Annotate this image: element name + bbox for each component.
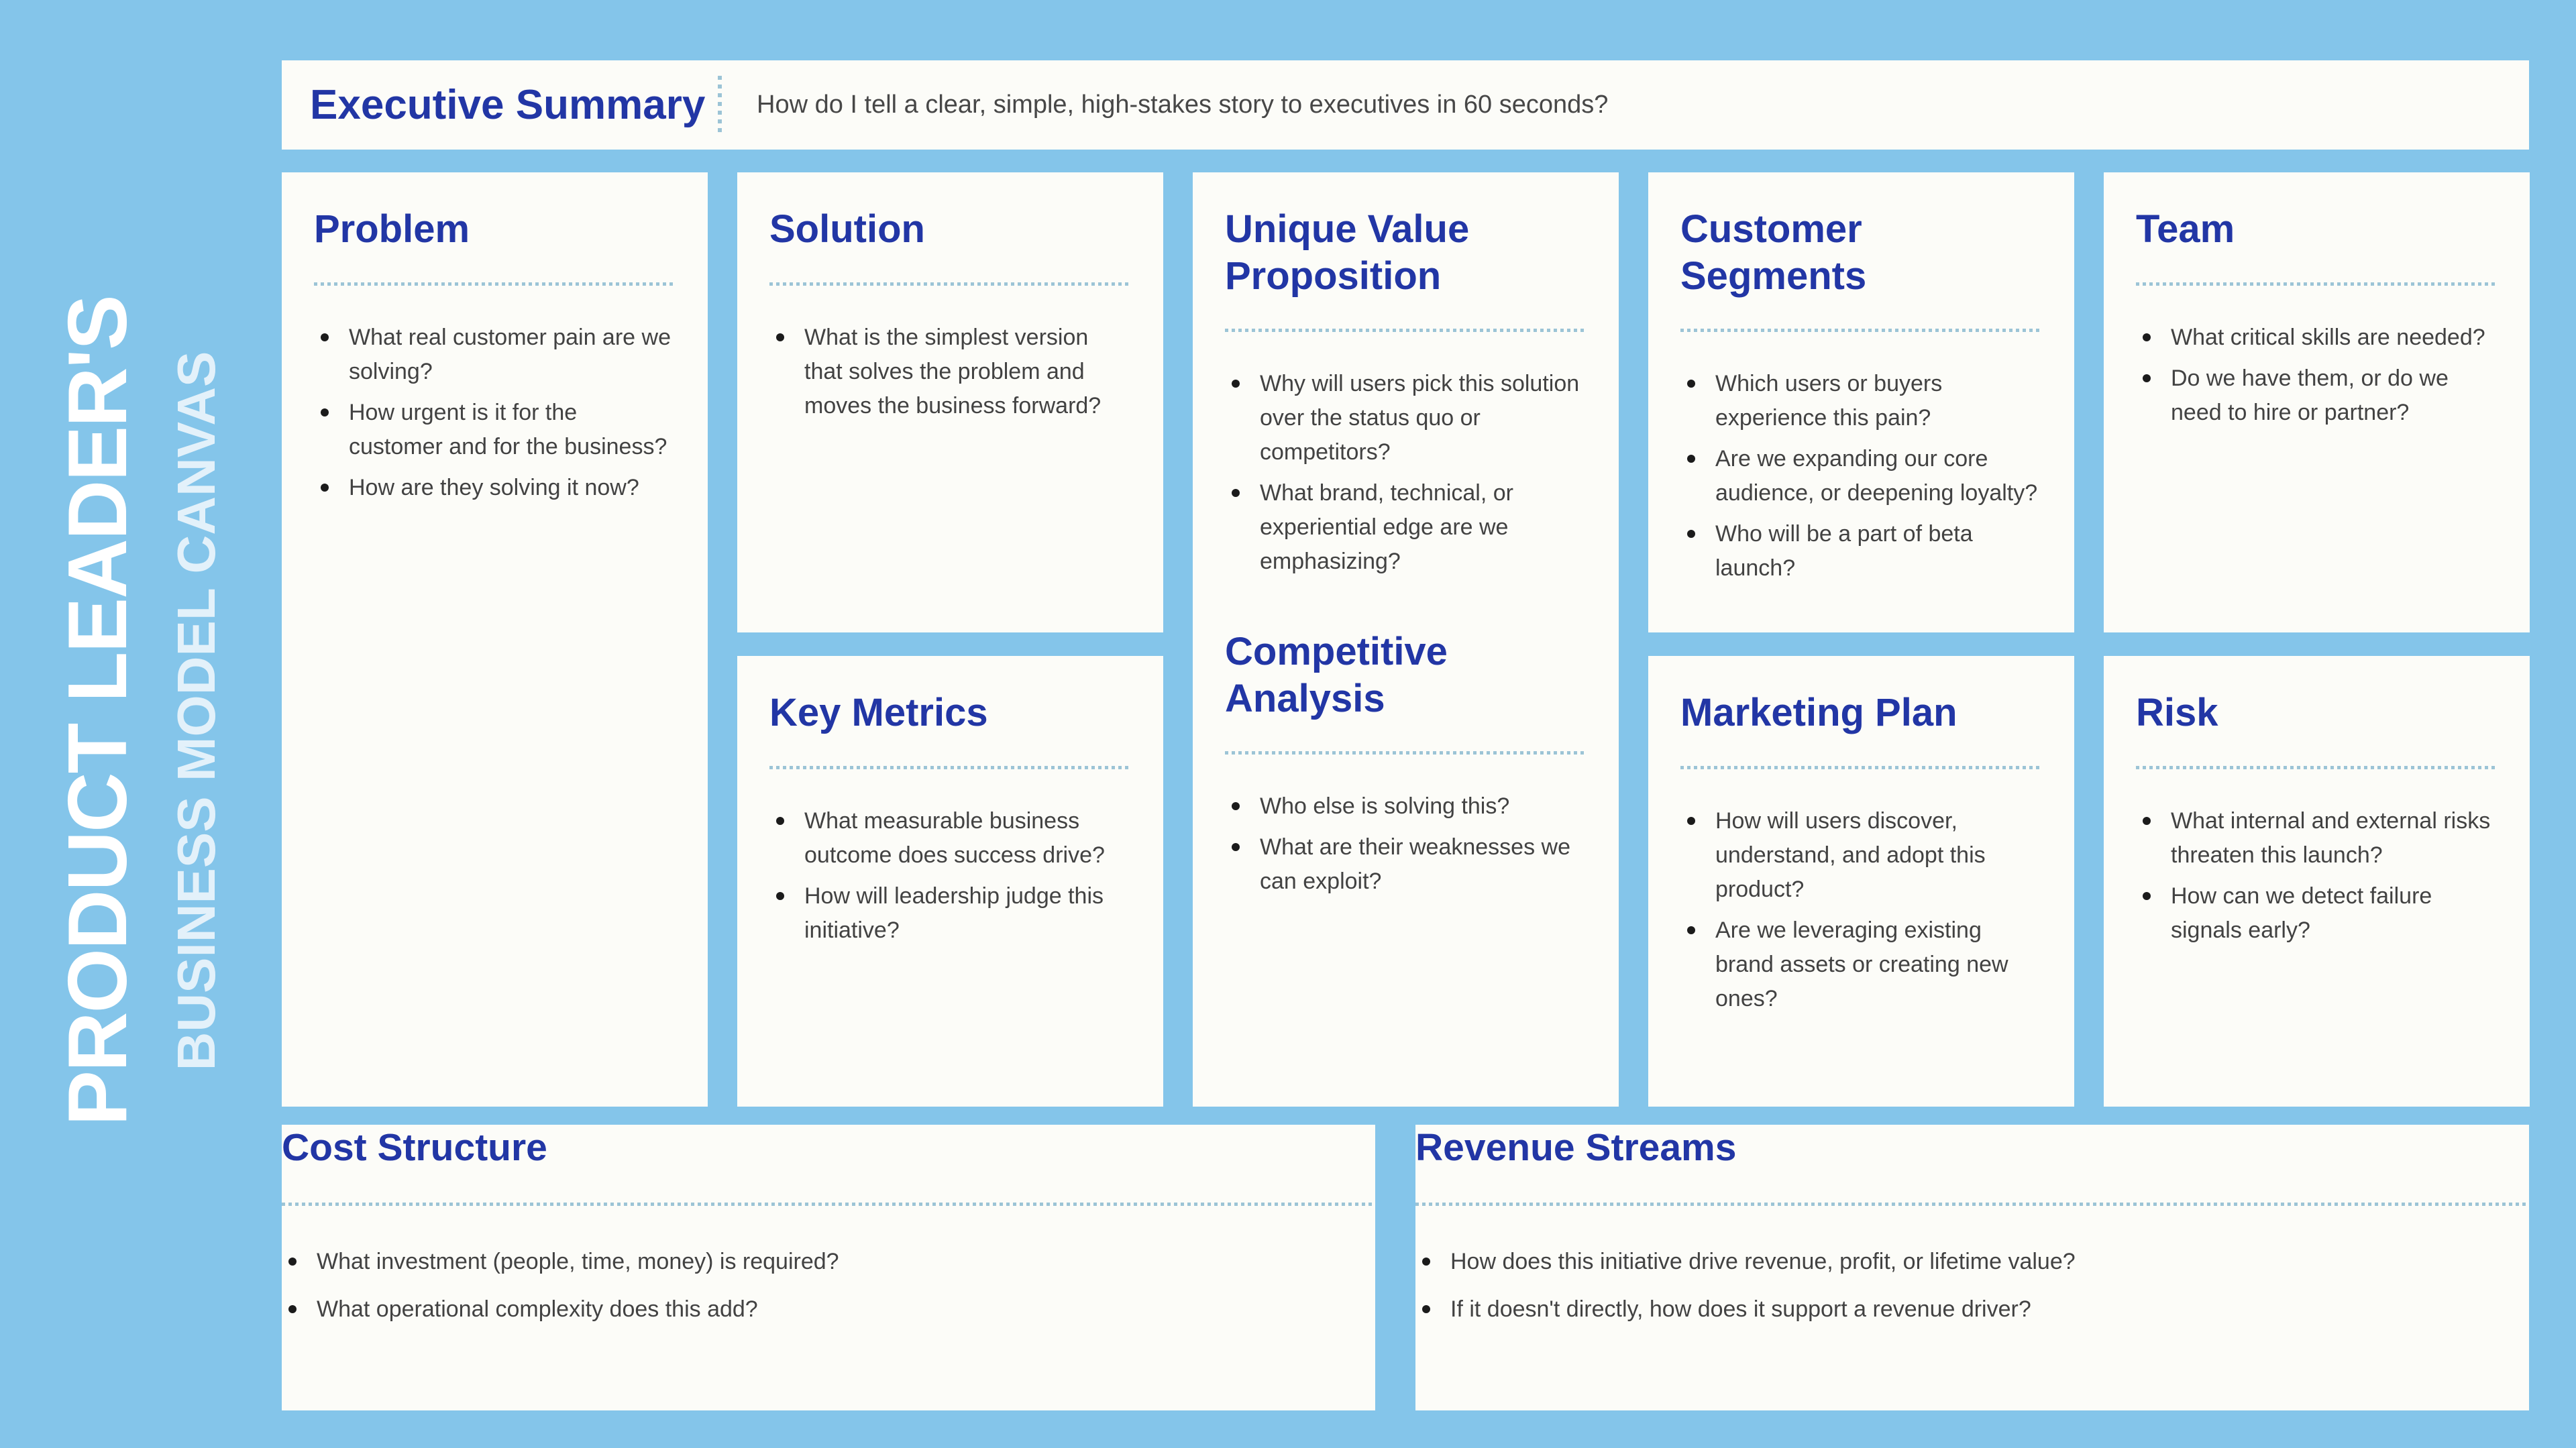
list-item: Who else is solving this? xyxy=(1225,789,1587,824)
team-bullets: What critical skills are needed? Do we h… xyxy=(2136,321,2498,430)
solution-card: Solution What is the simplest version th… xyxy=(737,172,1163,632)
list-item: How urgent is it for the customer and fo… xyxy=(314,396,676,464)
list-item: What investment (people, time, money) is… xyxy=(282,1245,1375,1279)
dotted-rule xyxy=(1415,1203,2529,1207)
problem-card: Problem What real customer pain are we s… xyxy=(282,172,708,1107)
list-item: What critical skills are needed? xyxy=(2136,321,2498,355)
dotted-rule xyxy=(769,282,1131,286)
canvas-main-title: PRODUCT LEADER'S xyxy=(52,296,144,1126)
cost-structure-bullets: What investment (people, time, money) is… xyxy=(282,1245,1375,1327)
list-item: Are we expanding our core audience, or d… xyxy=(1680,442,2042,510)
list-item: Which users or buyers experience this pa… xyxy=(1680,367,2042,435)
marketing-plan-title: Marketing Plan xyxy=(1680,691,1957,734)
list-item: Why will users pick this solution over t… xyxy=(1225,367,1587,469)
key-metrics-bullets: What measurable business outcome does su… xyxy=(769,804,1131,948)
solution-title: Solution xyxy=(769,207,925,251)
risk-card: Risk What internal and external risks th… xyxy=(2104,656,2530,1107)
executive-summary-title: Executive Summary xyxy=(310,82,706,128)
unique-value-proposition-title: Unique Value Proposition xyxy=(1225,207,1470,298)
dotted-rule xyxy=(769,765,1131,769)
customer-segments-card: Customer Segments Which users or buyers … xyxy=(1648,172,2074,632)
list-item: How are they solving it now? xyxy=(314,471,676,505)
solution-bullets: What is the simplest version that solves… xyxy=(769,321,1131,423)
team-card: Team What critical skills are needed? Do… xyxy=(2104,172,2530,632)
executive-summary-question: How do I tell a clear, simple, high-stak… xyxy=(757,91,1609,119)
cost-structure-card: Cost Structure What investment (people, … xyxy=(282,1125,1375,1410)
competitive-analysis-title: Competitive Analysis xyxy=(1225,630,1448,720)
list-item: How can we detect failure signals early? xyxy=(2136,879,2498,948)
list-item: What is the simplest version that solves… xyxy=(769,321,1131,423)
dotted-rule xyxy=(1680,329,2042,333)
list-item: Are we leveraging existing brand assets … xyxy=(1680,913,2042,1016)
marketing-plan-bullets: How will users discover, understand, and… xyxy=(1680,804,2042,1016)
dotted-rule xyxy=(1680,765,2042,769)
unique-value-proposition-bullets: Why will users pick this solution over t… xyxy=(1225,367,1587,579)
vertical-dotted-divider xyxy=(718,75,722,135)
competitive-analysis-bullets: Who else is solving this? What are their… xyxy=(1225,789,1587,899)
dotted-rule xyxy=(314,282,676,286)
customer-segments-title: Customer Segments xyxy=(1680,207,1867,298)
revenue-streams-card: Revenue Streams How does this initiative… xyxy=(1415,1125,2529,1410)
key-metrics-card: Key Metrics What measurable business out… xyxy=(737,656,1163,1107)
key-metrics-title: Key Metrics xyxy=(769,691,988,734)
dotted-rule xyxy=(1225,751,1587,755)
dotted-rule xyxy=(2136,282,2498,286)
canvas-subtitle: BUSINESS MODEL CANVAS xyxy=(166,351,226,1071)
competitive-analysis-section: Competitive Analysis Who else is solving… xyxy=(1225,628,1587,899)
list-item: What operational complexity does this ad… xyxy=(282,1292,1375,1327)
uvp-competitive-card: Unique Value Proposition Why will users … xyxy=(1193,172,1619,1107)
list-item: How will leadership judge this initiativ… xyxy=(769,879,1131,948)
list-item: What real customer pain are we solving? xyxy=(314,321,676,389)
risk-title: Risk xyxy=(2136,691,2218,734)
list-item: What measurable business outcome does su… xyxy=(769,804,1131,873)
marketing-plan-card: Marketing Plan How will users discover, … xyxy=(1648,656,2074,1107)
customer-segments-bullets: Which users or buyers experience this pa… xyxy=(1680,367,2042,586)
list-item: What internal and external risks threate… xyxy=(2136,804,2498,873)
revenue-streams-title: Revenue Streams xyxy=(1415,1126,1737,1169)
executive-summary-card: Executive Summary How do I tell a clear,… xyxy=(282,60,2529,150)
dotted-rule xyxy=(282,1203,1375,1207)
cost-structure-title: Cost Structure xyxy=(282,1126,547,1169)
dotted-rule xyxy=(2136,765,2498,769)
revenue-streams-bullets: How does this initiative drive revenue, … xyxy=(1415,1245,2529,1327)
dotted-rule xyxy=(1225,329,1587,333)
problem-bullets: What real customer pain are we solving? … xyxy=(314,321,676,505)
list-item: Who will be a part of beta launch? xyxy=(1680,517,2042,586)
problem-title: Problem xyxy=(314,207,470,251)
list-item: How does this initiative drive revenue, … xyxy=(1415,1245,2529,1279)
list-item: How will users discover, understand, and… xyxy=(1680,804,2042,907)
team-title: Team xyxy=(2136,207,2235,251)
list-item: What brand, technical, or experiential e… xyxy=(1225,476,1587,579)
list-item: If it doesn't directly, how does it supp… xyxy=(1415,1292,2529,1327)
risk-bullets: What internal and external risks threate… xyxy=(2136,804,2498,948)
list-item: Do we have them, or do we need to hire o… xyxy=(2136,361,2498,430)
list-item: What are their weaknesses we can exploit… xyxy=(1225,830,1587,899)
